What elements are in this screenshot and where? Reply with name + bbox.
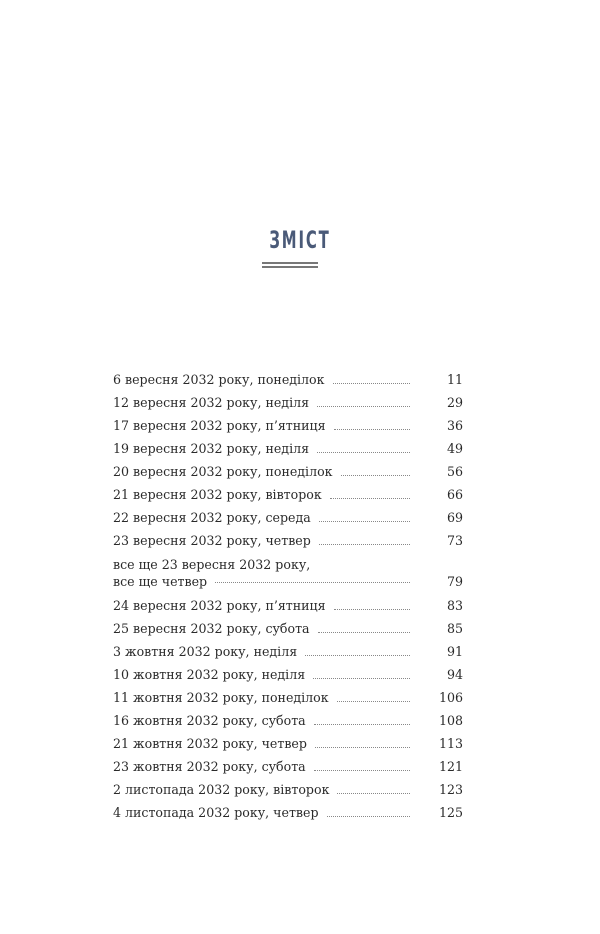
- dot-leader: [305, 654, 410, 656]
- toc-entry[interactable]: 22 вересня 2032 року, середа 69: [113, 506, 463, 529]
- toc-entry[interactable]: 11 жовтня 2032 року, понеділок 106: [113, 686, 463, 709]
- toc-page-number: 36: [446, 417, 463, 433]
- toc-page-number: 11: [446, 371, 463, 387]
- dot-leader: [336, 700, 410, 702]
- toc-page-number: 94: [446, 666, 463, 682]
- dot-leader: [317, 405, 410, 407]
- dot-leader: [329, 497, 410, 499]
- dot-leader: [340, 474, 410, 476]
- dot-leader: [318, 543, 410, 545]
- toc-entry-title: 17 вересня 2032 року, п’ятниця: [113, 417, 326, 433]
- toc-entry[interactable]: 24 вересня 2032 року, п’ятниця 83: [113, 594, 463, 617]
- toc-entry[interactable]: 4 листопада 2032 року, четвер 125: [113, 801, 463, 824]
- dot-leader: [215, 573, 410, 583]
- toc-entry[interactable]: 16 жовтня 2032 року, субота 108: [113, 709, 463, 732]
- toc-entry-title: 11 жовтня 2032 року, понеділок: [113, 689, 329, 705]
- toc-page-number: 73: [446, 532, 463, 548]
- toc-entry-title: 19 вересня 2032 року, неділя: [113, 440, 310, 456]
- toc-entry[interactable]: 2 листопада 2032 року, вівторок 123: [113, 778, 463, 801]
- toc-entry-title: 21 вересня 2032 року, вівторок: [113, 486, 322, 502]
- toc-entry-title: все ще четвер: [113, 573, 208, 589]
- toc-page-number: 123: [438, 781, 463, 797]
- toc-entry[interactable]: 23 вересня 2032 року, четвер 73: [113, 529, 463, 552]
- dot-leader: [317, 451, 410, 453]
- dot-leader: [332, 382, 410, 384]
- toc-page-number: 113: [438, 735, 463, 751]
- toc-page-number: 66: [446, 486, 463, 502]
- toc-entry-title: 20 вересня 2032 року, понеділок: [113, 463, 333, 479]
- toc-page-number: 83: [446, 597, 463, 613]
- toc-entry-title: 10 жовтня 2032 року, неділя: [113, 666, 306, 682]
- dot-leader: [337, 792, 410, 794]
- toc-page-number: 108: [438, 712, 463, 728]
- toc-entry[interactable]: 17 вересня 2032 року, п’ятниця 36: [113, 414, 463, 437]
- toc-entry[interactable]: 3 жовтня 2032 року, неділя 91: [113, 640, 463, 663]
- toc-entry-title: 23 жовтня 2032 року, субота: [113, 758, 306, 774]
- toc-entry[interactable]: 6 вересня 2032 року, понеділок 11: [113, 368, 463, 391]
- toc-entry-title: 2 листопада 2032 року, вівторок: [113, 781, 330, 797]
- dot-leader: [313, 677, 410, 679]
- toc-entry-title: 6 вересня 2032 року, понеділок: [113, 371, 325, 387]
- dot-leader: [326, 815, 410, 817]
- title-underline: [262, 262, 318, 264]
- page-title: ЗМІСТ: [269, 226, 331, 254]
- toc-page-number: 49: [446, 440, 463, 456]
- dot-leader: [318, 520, 410, 522]
- toc-page-number: 79: [446, 573, 463, 589]
- dot-leader: [317, 631, 410, 633]
- table-of-contents: 6 вересня 2032 року, понеділок 11 12 верес…: [113, 368, 463, 824]
- dot-leader: [313, 769, 410, 771]
- toc-entry-title: 16 жовтня 2032 року, субота: [113, 712, 306, 728]
- toc-entry[interactable]: 10 жовтня 2032 року, неділя 94: [113, 663, 463, 686]
- toc-page-number: 91: [446, 643, 463, 659]
- toc-page-number: 125: [438, 804, 463, 820]
- dot-leader: [313, 723, 410, 725]
- toc-entry-title: все ще 23 вересня 2032 року,: [113, 556, 311, 572]
- toc-entry[interactable]: 21 вересня 2032 року, вівторок 66: [113, 483, 463, 506]
- toc-entry[interactable]: 12 вересня 2032 року, неділя 29: [113, 391, 463, 414]
- toc-page-number: 106: [438, 689, 463, 705]
- toc-entry-title: 12 вересня 2032 року, неділя: [113, 394, 310, 410]
- toc-entry[interactable]: все ще 23 вересня 2032 року, все ще четве…: [113, 552, 463, 594]
- toc-entry-title: 25 вересня 2032 року, субота: [113, 620, 310, 636]
- toc-entry-title: 4 листопада 2032 року, четвер: [113, 804, 319, 820]
- toc-entry[interactable]: 20 вересня 2032 року, понеділок 56: [113, 460, 463, 483]
- toc-page-number: 121: [438, 758, 463, 774]
- dot-leader: [333, 608, 410, 610]
- toc-entry[interactable]: 25 вересня 2032 року, субота 85: [113, 617, 463, 640]
- dot-leader: [333, 428, 410, 430]
- toc-entry-title: 21 жовтня 2032 року, четвер: [113, 735, 307, 751]
- toc-page-number: 85: [446, 620, 463, 636]
- dot-leader: [314, 746, 410, 748]
- toc-entry[interactable]: 19 вересня 2032 року, неділя 49: [113, 437, 463, 460]
- toc-page-number: 56: [446, 463, 463, 479]
- toc-entry[interactable]: 23 жовтня 2032 року, субота 121: [113, 755, 463, 778]
- toc-entry-title: 3 жовтня 2032 року, неділя: [113, 643, 298, 659]
- toc-entry-title: 22 вересня 2032 року, середа: [113, 509, 311, 525]
- toc-page-number: 69: [446, 509, 463, 525]
- toc-page-number: 29: [446, 394, 463, 410]
- title-underline: [262, 266, 318, 268]
- toc-entry[interactable]: 21 жовтня 2032 року, четвер 113: [113, 732, 463, 755]
- toc-entry-title: 24 вересня 2032 року, п’ятниця: [113, 597, 326, 613]
- toc-entry-title: 23 вересня 2032 року, четвер: [113, 532, 311, 548]
